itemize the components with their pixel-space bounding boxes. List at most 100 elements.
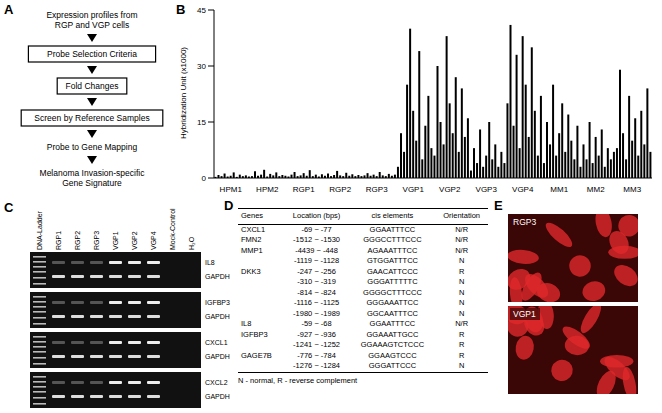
svg-text:GAPDH: GAPDH (205, 273, 230, 280)
html-text:A: A (4, 2, 14, 17)
html-text:GGGAAATTCC: GGGAAATTCC (366, 298, 419, 307)
html-text:-776 ~ -784: -776 ~ -784 (297, 350, 336, 360)
svg-text:VGP4: VGP4 (512, 185, 534, 194)
html-text:N: N (458, 298, 465, 307)
svg-text:45: 45 (197, 6, 206, 15)
html-text:CXCL1: CXCL1 (241, 224, 266, 234)
html-text:-1512 ~ -1530: -1512 ~ -1530 (293, 235, 340, 244)
svg-text:VGP4: VGP4 (150, 231, 157, 250)
html-text:cis elements: cis elements (371, 211, 414, 220)
html-text:-69 ~ -77: -69 ~ -77 (301, 224, 332, 234)
svg-text:GAPDH: GAPDH (205, 393, 230, 400)
html-text:GAACATTCCC: GAACATTCCC (366, 266, 418, 276)
html-text:-310 ~ -319: -310 ~ -319 (297, 277, 336, 286)
html-text:GGAATTTCC: GGAATTTCC (369, 224, 416, 234)
html-text:N - normal, R - reverse comple: N - normal, R - reverse complement (238, 375, 358, 385)
svg-text:DNA-Ladder: DNA-Ladder (36, 210, 43, 250)
html-text:GGGGCTTTCCC: GGGGCTTTCCC (363, 287, 422, 297)
html-text:-1276 ~ -1284: -1276 ~ -1284 (293, 361, 340, 370)
svg-text:RGP2: RGP2 (329, 185, 351, 194)
html-text:N/R: N/R (455, 245, 469, 255)
html-text:N: N (458, 277, 465, 286)
html-text:FMN2: FMN2 (241, 235, 262, 244)
html-text:-927 ~ -936: -927 ~ -936 (297, 329, 336, 339)
html-text:IL8: IL8 (241, 319, 252, 328)
html-text:Genes: Genes (241, 211, 264, 220)
svg-text:GAPDH: GAPDH (205, 353, 230, 360)
svg-text:VGP1: VGP1 (513, 309, 536, 319)
svg-text:Expression profiles from: Expression profiles from (46, 10, 137, 20)
html-text:-1241 ~ -1252: -1241 ~ -1252 (293, 340, 340, 349)
html-text:R: R (458, 329, 465, 339)
svg-text:RGP1: RGP1 (55, 231, 62, 250)
html-text:GGAAATTGCC: GGAAATTGCC (366, 329, 419, 339)
svg-text:VGP2: VGP2 (131, 231, 138, 250)
html-text:-59 ~ -68: -59 ~ -68 (301, 319, 332, 328)
svg-text:GAPDH: GAPDH (205, 313, 230, 320)
svg-text:CXCL1: CXCL1 (205, 339, 228, 346)
html-text:B: B (176, 2, 186, 17)
html-text:GGGCCTTTCCC: GGGCCTTTCCC (363, 235, 422, 244)
html-text:GGGATTTTTC: GGGATTTTTC (367, 277, 418, 286)
html-text:-814 ~ -824: -814 ~ -824 (297, 287, 336, 297)
svg-text:Gene Signature: Gene Signature (62, 178, 122, 188)
html-text:N: N (458, 256, 465, 265)
html-text:N: N (458, 287, 465, 297)
svg-text:30: 30 (197, 62, 206, 71)
html-text:C: C (4, 200, 14, 215)
html-text:E: E (494, 198, 503, 213)
html-text:N/R: N/R (455, 319, 469, 328)
svg-text:15: 15 (197, 118, 206, 127)
html-text:DKK3: DKK3 (241, 266, 261, 276)
html-text:-1116 ~ -1125: -1116 ~ -1125 (293, 298, 340, 307)
html-text:IGFBP3: IGFBP3 (241, 329, 268, 339)
svg-text:VGP2: VGP2 (439, 185, 461, 194)
html-text:AGAAATTTCC: AGAAATTTCC (367, 245, 418, 255)
svg-text:MM1: MM1 (550, 185, 568, 194)
svg-text:RGP1: RGP1 (293, 185, 315, 194)
svg-text:Probe Selection Criteria: Probe Selection Criteria (47, 49, 137, 59)
svg-text:MM2: MM2 (587, 185, 605, 194)
html-text:R: R (458, 266, 465, 276)
svg-text:IL8: IL8 (205, 259, 215, 266)
svg-text:Fold Changes: Fold Changes (66, 81, 119, 91)
html-text:GGAAAGTCTCCC: GGAAAGTCTCCC (360, 340, 425, 349)
html-text:Orientation: Orientation (443, 211, 480, 220)
html-text:GGAAGTCCC: GGAAGTCCC (368, 350, 417, 360)
html-text:GAGE7B: GAGE7B (241, 350, 272, 360)
html-text:GGCAATTTCC: GGCAATTTCC (366, 308, 418, 318)
html-text:Location (bps): Location (bps) (292, 211, 341, 220)
html-text:-1980 ~ -1989: -1980 ~ -1989 (293, 308, 340, 318)
html-text:-247 ~ -256: -247 ~ -256 (297, 266, 336, 276)
svg-text:CXCL2: CXCL2 (205, 379, 228, 386)
svg-text:IGFBP3: IGFBP3 (205, 299, 230, 306)
svg-text:VGP1: VGP1 (112, 231, 119, 250)
svg-text:Mock-Control: Mock-Control (169, 208, 176, 250)
svg-text:VGP1: VGP1 (403, 185, 425, 194)
svg-text:Probe to Gene Mapping: Probe to Gene Mapping (47, 142, 138, 152)
html-text:GTGGATTTCC: GTGGATTTCC (366, 256, 418, 265)
svg-text:Hybridization Unit (x1000): Hybridization Unit (x1000) (179, 47, 188, 139)
svg-text:H₂O: H₂O (188, 236, 195, 250)
svg-text:RGP2: RGP2 (74, 231, 81, 250)
html-text:-1119 ~ -1128: -1119 ~ -1128 (293, 256, 340, 265)
html-text:MMP1: MMP1 (241, 245, 263, 255)
html-text:N/R: N/R (455, 235, 469, 244)
html-text:D: D (224, 198, 234, 213)
html-text:N: N (458, 308, 465, 318)
svg-text:RGP3: RGP3 (513, 217, 536, 227)
svg-text:HPM1: HPM1 (220, 185, 243, 194)
svg-text:HPM2: HPM2 (256, 185, 279, 194)
svg-text:MM3: MM3 (623, 185, 641, 194)
svg-text:RGP3: RGP3 (366, 185, 388, 194)
html-text:N/R: N/R (455, 224, 469, 234)
html-text:GGGATTCCC: GGGATTCCC (368, 361, 417, 370)
svg-text:0: 0 (202, 174, 207, 183)
svg-text:RGP3: RGP3 (93, 231, 100, 250)
svg-text:VGP3: VGP3 (476, 185, 498, 194)
svg-text:RGP and VGP cells: RGP and VGP cells (55, 20, 129, 30)
svg-text:Screen by Reference Samples: Screen by Reference Samples (34, 113, 149, 123)
html-text:-4439 ~ -448: -4439 ~ -448 (295, 245, 338, 255)
svg-text:Melanoma Invasion-specific: Melanoma Invasion-specific (40, 168, 146, 178)
html-text:GGAATTTCC: GGAATTTCC (369, 319, 416, 328)
